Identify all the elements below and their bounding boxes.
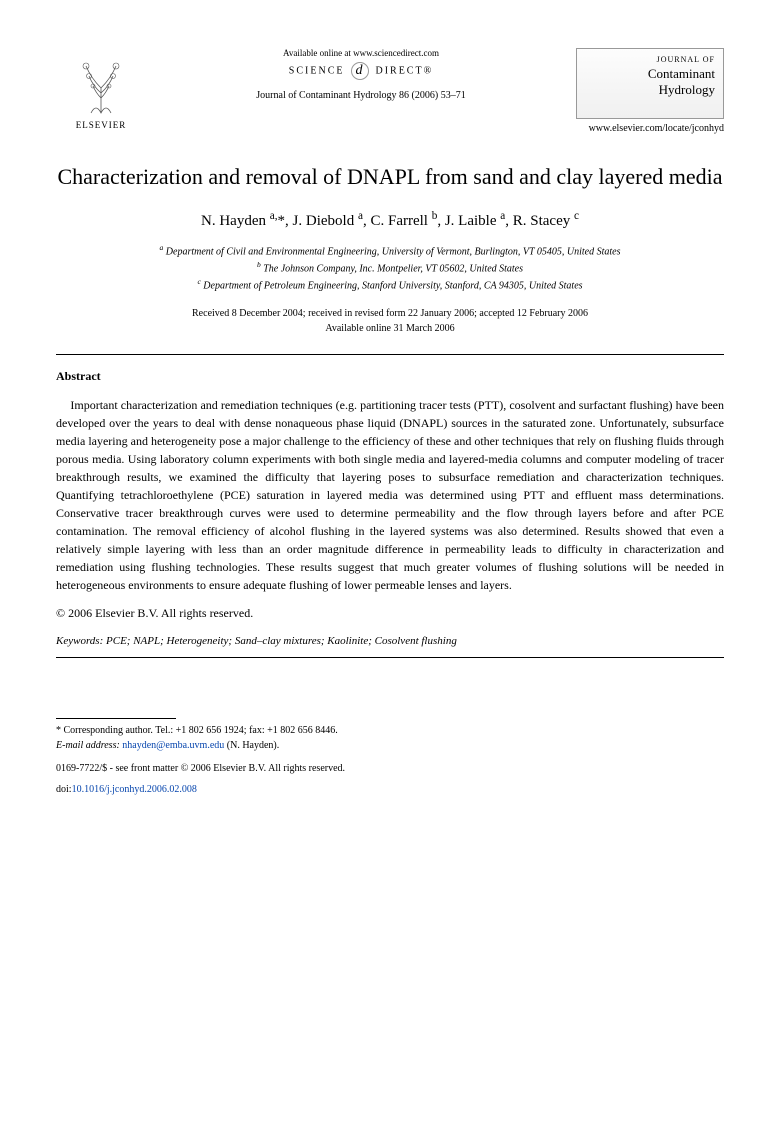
publisher-logo-block: ELSEVIER bbox=[56, 48, 146, 130]
journal-reference: Journal of Contaminant Hydrology 86 (200… bbox=[156, 90, 566, 101]
publisher-label: ELSEVIER bbox=[56, 120, 146, 130]
abstract-text: Important characterization and remediati… bbox=[56, 396, 724, 594]
journal-box-wrapper: JOURNAL OF Contaminant Hydrology www.els… bbox=[576, 48, 724, 134]
affiliation-c: c Department of Petroleum Engineering, S… bbox=[56, 276, 724, 293]
elsevier-tree-icon bbox=[71, 48, 131, 118]
affiliation-a: a Department of Civil and Environmental … bbox=[56, 242, 724, 259]
header-center: Available online at www.sciencedirect.co… bbox=[146, 48, 576, 101]
journal-cover-box: JOURNAL OF Contaminant Hydrology bbox=[576, 48, 724, 119]
doi-line: doi:10.1016/j.jconhyd.2006.02.008 bbox=[56, 784, 724, 795]
doi-label: doi: bbox=[56, 784, 72, 795]
copyright-line: © 2006 Elsevier B.V. All rights reserved… bbox=[56, 606, 724, 621]
keywords-line: Keywords: PCE; NAPL; Heterogeneity; Sand… bbox=[56, 635, 724, 647]
doi-link[interactable]: 10.1016/j.jconhyd.2006.02.008 bbox=[72, 784, 197, 795]
article-title: Characterization and removal of DNAPL fr… bbox=[56, 162, 724, 192]
keywords-label: Keywords: bbox=[56, 635, 103, 647]
footnotes-block: * Corresponding author. Tel.: +1 802 656… bbox=[56, 723, 724, 753]
keywords-text: PCE; NAPL; Heterogeneity; Sand–clay mixt… bbox=[106, 635, 457, 647]
science-direct-text-1: SCIENCE bbox=[289, 65, 345, 76]
authors-line: N. Hayden a,*, J. Diebold a, C. Farrell … bbox=[56, 210, 724, 230]
email-line: E-mail address: nhayden@emba.uvm.edu (N.… bbox=[56, 738, 724, 753]
email-suffix: (N. Hayden). bbox=[227, 740, 279, 751]
footnote-divider bbox=[56, 718, 176, 719]
locate-url: www.elsevier.com/locate/jconhyd bbox=[576, 123, 724, 134]
divider-bottom bbox=[56, 657, 724, 658]
online-date: Available online 31 March 2006 bbox=[56, 321, 724, 336]
email-link[interactable]: nhayden@emba.uvm.edu bbox=[122, 740, 224, 751]
abstract-heading: Abstract bbox=[56, 369, 724, 384]
corresponding-author: * Corresponding author. Tel.: +1 802 656… bbox=[56, 723, 724, 738]
journal-of-label: JOURNAL OF bbox=[585, 55, 715, 64]
science-direct-text-2: DIRECT® bbox=[375, 65, 433, 76]
journal-name-1: Contaminant bbox=[585, 66, 715, 82]
header-row: ELSEVIER Available online at www.science… bbox=[56, 48, 724, 134]
journal-name-2: Hydrology bbox=[585, 82, 715, 98]
science-direct-logo: SCIENCE d DIRECT® bbox=[156, 62, 566, 80]
divider-top bbox=[56, 354, 724, 355]
page-container: ELSEVIER Available online at www.science… bbox=[0, 0, 780, 835]
affiliation-b: b The Johnson Company, Inc. Montpelier, … bbox=[56, 259, 724, 276]
article-dates: Received 8 December 2004; received in re… bbox=[56, 306, 724, 336]
received-date: Received 8 December 2004; received in re… bbox=[56, 306, 724, 321]
front-matter-line: 0169-7722/$ - see front matter © 2006 El… bbox=[56, 763, 724, 774]
available-online-text: Available online at www.sciencedirect.co… bbox=[156, 48, 566, 58]
affiliations: a Department of Civil and Environmental … bbox=[56, 242, 724, 294]
email-label: E-mail address: bbox=[56, 740, 120, 751]
science-direct-d-icon: d bbox=[351, 62, 369, 80]
